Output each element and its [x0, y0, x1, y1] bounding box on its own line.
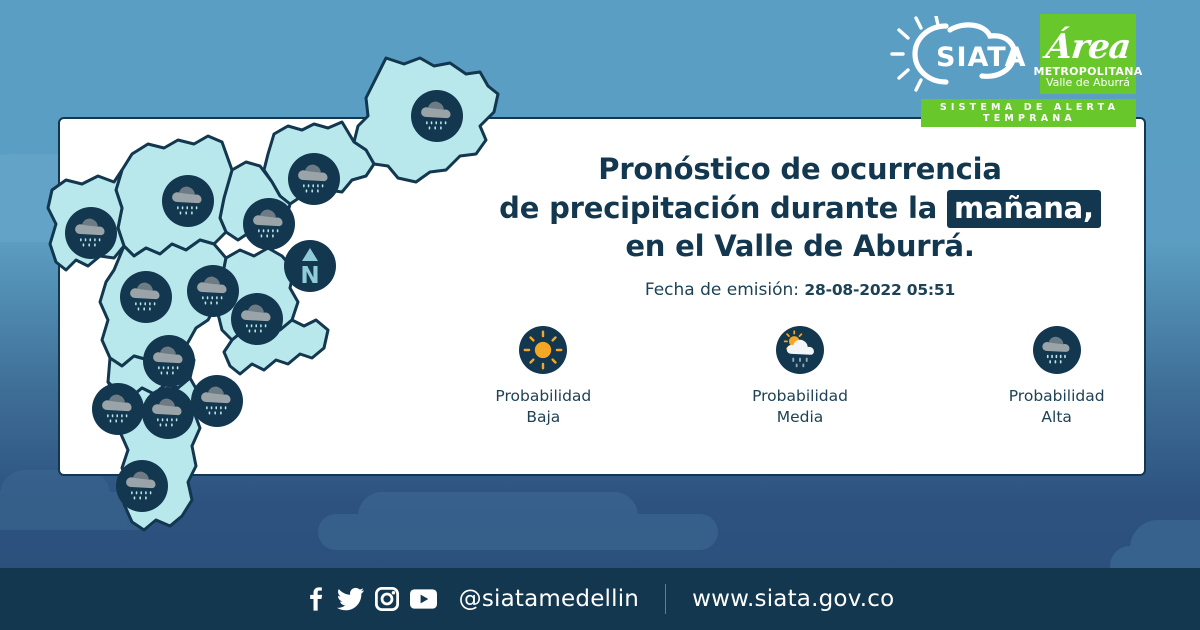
sun-rain-cloud-icon — [776, 325, 824, 374]
background-cloud-bottom-right — [1110, 520, 1200, 586]
logo-row: SIATA Área METROPOLITANA Valle de Aburrá — [890, 14, 1142, 94]
legend: Probabilidad Baja — [470, 325, 1130, 428]
twitter-icon[interactable] — [336, 587, 364, 611]
compass-rose: N — [284, 240, 336, 292]
siata-wordmark: SIATA — [936, 42, 1027, 73]
emission-label: Fecha de emisión: — [644, 279, 800, 300]
social-handle[interactable]: @siatamedellin — [458, 586, 640, 612]
headline-line-3: en el Valle de Aburrá. — [625, 229, 975, 264]
instagram-icon[interactable] — [374, 587, 399, 611]
headline: Pronóstico de ocurrencia de precipitació… — [470, 150, 1130, 266]
marker-sabaneta[interactable] — [92, 383, 144, 435]
footer-bar: @siatamedellin www.siata.gov.co — [0, 568, 1200, 630]
youtube-icon[interactable] — [409, 589, 437, 609]
siata-cloud-arc — [947, 22, 1017, 79]
headline-line-2: de precipitación durante la mañana, — [470, 189, 1130, 228]
marker-envigado[interactable] — [231, 293, 283, 345]
marker-itagui[interactable] — [191, 375, 243, 427]
legend-label-alta: Probabilidad Alta — [1008, 386, 1105, 426]
social-icons — [306, 586, 437, 612]
legend-item-baja[interactable]: Probabilidad Baja — [470, 325, 617, 428]
area-line2: Valle de Aburrá — [1045, 76, 1131, 90]
marker-medellin-n[interactable] — [120, 271, 172, 323]
footer-separator — [665, 584, 667, 614]
emission-value: 28-08-2022 05:51 — [804, 280, 956, 299]
marker-bello[interactable] — [65, 207, 117, 259]
background-cloud-bottom-center — [318, 492, 718, 550]
sun-icon — [519, 325, 568, 374]
header-logos: SIATA Área METROPOLITANA Valle de Aburrá… — [890, 14, 1142, 127]
compass-label: N — [300, 263, 319, 289]
rain-cloud-icon — [1032, 325, 1081, 374]
marker-caldas-n[interactable] — [143, 335, 195, 387]
area-line1: METROPOLITANA — [1033, 64, 1143, 78]
siata-tagline: SISTEMA DE ALERTA TEMPRANA — [921, 99, 1136, 127]
facebook-icon[interactable] — [306, 586, 326, 612]
legend-label-baja: Probabilidad Baja — [495, 386, 592, 426]
legend-label-media: Probabilidad Media — [752, 386, 848, 426]
emission-date: Fecha de emisión: 28-08-2022 05:51 — [470, 280, 1130, 300]
siata-logo: SIATA — [890, 14, 1030, 92]
marker-san-pedro[interactable] — [162, 175, 214, 227]
forecast-text-column: Pronóstico de ocurrencia de precipitació… — [470, 150, 1130, 428]
marker-barbosa[interactable] — [411, 90, 463, 142]
area-script-text: Área — [1043, 26, 1133, 67]
marker-la-estrella[interactable] — [142, 387, 194, 439]
headline-line-1: Pronóstico de ocurrencia — [598, 152, 1002, 186]
area-metropolitana-logo: Área METROPOLITANA Valle de Aburrá — [1033, 14, 1142, 94]
marker-caldas-s[interactable] — [116, 460, 168, 512]
siata-sun-arc — [912, 23, 949, 85]
headline-line-2-text: de precipitación durante la — [499, 190, 948, 225]
website-url[interactable]: www.siata.gov.co — [692, 586, 895, 612]
marker-medellin-c[interactable] — [187, 265, 239, 317]
legend-item-alta[interactable]: Probabilidad Alta — [983, 325, 1130, 428]
marker-copacabana[interactable] — [243, 198, 295, 250]
marker-girardota[interactable] — [288, 153, 340, 205]
headline-highlight: mañana, — [947, 189, 1101, 228]
map-valle-de-aburra: N — [36, 30, 506, 570]
legend-item-media[interactable]: Probabilidad Media — [727, 325, 874, 428]
siata-logo-svg: SIATA — [890, 14, 1027, 92]
